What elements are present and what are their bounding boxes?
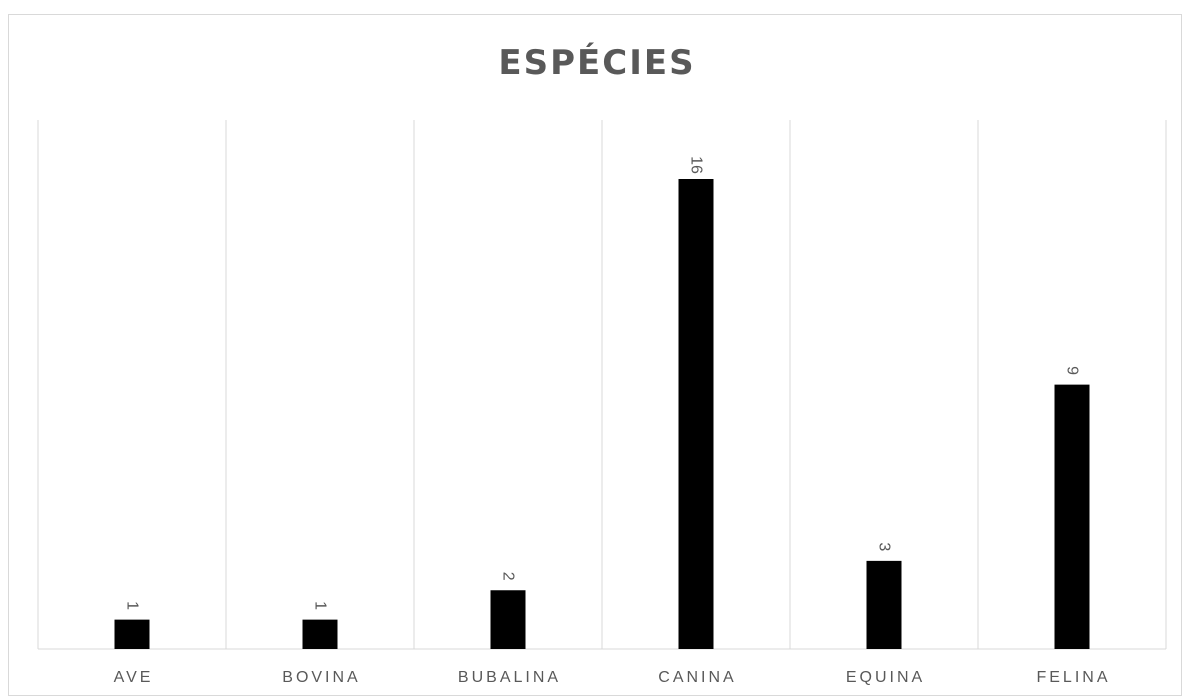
bar-bubalina [490,590,526,649]
bar-bovina [302,619,338,649]
data-labels: 1 1 2 16 3 9 [124,156,1081,610]
category-label-canina: CANINA [658,669,736,686]
data-label-felina: 9 [1064,366,1081,375]
category-label-felina: FELINA [1036,669,1110,686]
bar-canina [678,179,714,649]
bar-felina [1054,384,1090,649]
category-label-ave: AVE [114,669,154,686]
bars [114,179,1090,649]
data-label-ave: 1 [124,601,141,610]
chart-title: ESPÉCIES [498,42,695,83]
data-label-canina: 16 [688,156,705,174]
category-labels: AVE BOVINA BUBALINA CANINA EQUINA FELINA [114,669,1110,686]
data-label-bubalina: 2 [500,572,517,581]
category-label-equina: EQUINA [846,669,925,686]
chart-frame [8,14,1182,696]
data-label-bovina: 1 [312,601,329,610]
category-label-bubalina: BUBALINA [458,669,561,686]
gridlines [37,120,1167,650]
data-label-equina: 3 [876,542,893,551]
bar-equina [866,560,902,649]
bar-ave [114,619,150,649]
category-label-bovina: BOVINA [282,669,360,686]
